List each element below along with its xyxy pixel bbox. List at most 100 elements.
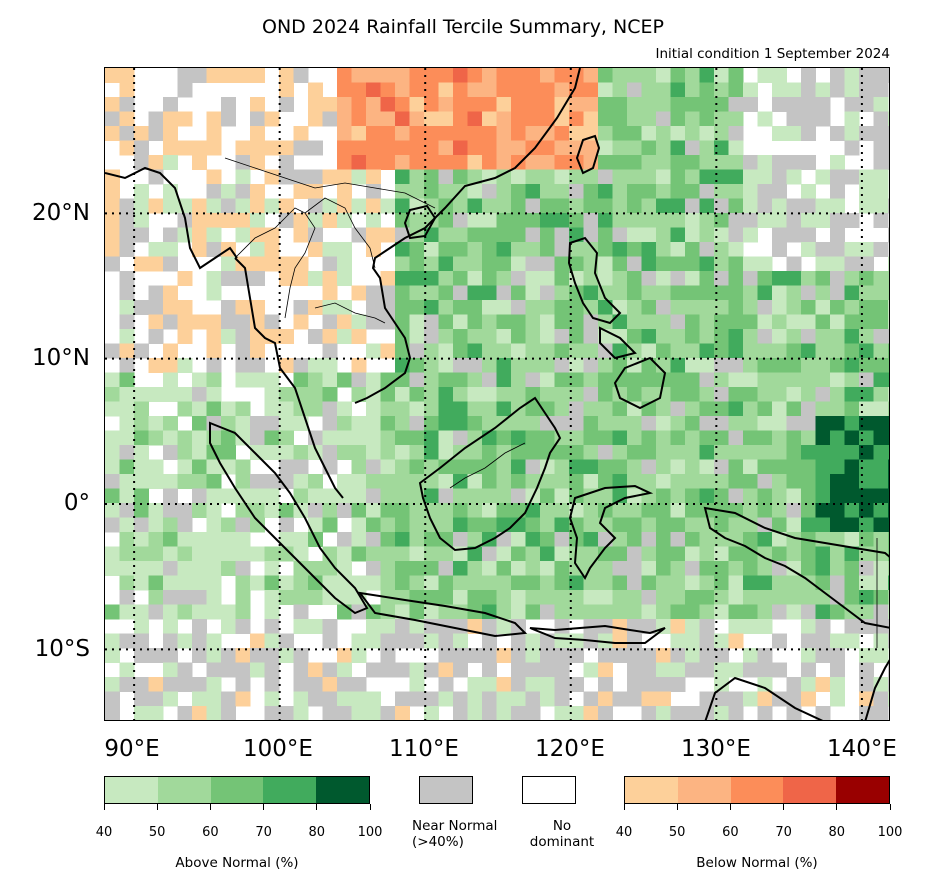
grid-cell (105, 227, 120, 243)
grid-cell (206, 546, 222, 562)
grid-cell (569, 82, 584, 98)
grid-cell (641, 561, 657, 576)
grid-cell (221, 430, 236, 446)
grid-cell (380, 561, 396, 576)
grid-cell (772, 575, 787, 591)
grid-cell (728, 474, 744, 489)
grid-cell (279, 430, 294, 446)
grid-cell (844, 97, 860, 112)
grid-cell (453, 401, 468, 417)
grid-cell (496, 416, 512, 431)
grid-cell (699, 227, 715, 243)
grid-cell (728, 213, 744, 228)
grid-cell (366, 198, 381, 214)
grid-cell (395, 97, 410, 112)
grid-cell (598, 517, 613, 533)
grid-cell (757, 677, 773, 692)
grid-cell (743, 198, 758, 214)
grid-cell (670, 662, 686, 678)
grid-cell (859, 314, 874, 330)
grid-cell (859, 706, 874, 720)
grid-cell (786, 271, 802, 286)
colorbar-segment (677, 777, 731, 803)
grid-cell (728, 285, 744, 301)
grid-cell (670, 300, 686, 315)
grid-cell (540, 97, 555, 112)
grid-cell (496, 213, 512, 228)
grid-cell (366, 372, 381, 388)
grid-cell (583, 517, 599, 533)
grid-cell (801, 488, 816, 504)
grid-cell (453, 343, 468, 359)
grid-cell (264, 648, 280, 663)
grid-cell (177, 532, 193, 547)
grid-cell (569, 314, 584, 330)
grid-cell (859, 169, 874, 185)
grid-cell (482, 198, 497, 214)
grid-cell (308, 111, 323, 127)
grid-cell (772, 184, 787, 199)
grid-cell (859, 198, 874, 214)
grid-cell (685, 372, 700, 388)
grid-cell (627, 68, 642, 83)
grid-cell (772, 416, 787, 431)
grid-cell (830, 227, 845, 243)
grid-cell (641, 677, 657, 692)
grid-cell (119, 140, 135, 156)
grid-cell (656, 546, 671, 562)
grid-cell (685, 604, 700, 620)
grid-cell (119, 213, 135, 228)
grid-cell (337, 82, 352, 98)
grid-cell (554, 140, 570, 156)
grid-cell (337, 97, 352, 112)
grid-cell (844, 401, 860, 417)
grid-cell (888, 372, 889, 388)
colorbar-tick-mark (623, 804, 625, 810)
grid-cell (815, 242, 831, 257)
grid-cell (525, 459, 541, 475)
grid-cell (815, 546, 831, 562)
grid-cell (554, 329, 570, 344)
grid-cell (496, 401, 512, 417)
grid-cell (656, 590, 671, 605)
grid-cell (134, 213, 149, 228)
lon-label-100e: 100°E (243, 736, 313, 762)
grid-cell (148, 358, 164, 373)
border-borneo (449, 442, 526, 489)
grid-cell (844, 126, 860, 141)
grid-cell (279, 213, 294, 228)
grid-cell (438, 488, 454, 504)
grid-cell (540, 314, 555, 330)
grid-cell (569, 68, 584, 83)
grid-cell (612, 416, 628, 431)
grid-cell (482, 575, 497, 591)
grid-cell (859, 590, 874, 605)
grid-cell (757, 488, 773, 504)
grid-cell (511, 561, 526, 576)
grid-cell (351, 677, 367, 692)
grid-cell (801, 387, 816, 402)
grid-cell (598, 372, 613, 388)
grid-cell (453, 488, 468, 504)
grid-cell (627, 459, 642, 475)
grid-cell (511, 285, 526, 301)
grid-cell (670, 459, 686, 475)
grid-cell (105, 503, 120, 518)
grid-cell (467, 503, 483, 518)
colorbar-tick-mark (103, 804, 105, 810)
grid-cell (467, 590, 483, 605)
grid-cell (801, 445, 816, 460)
grid-cell (743, 619, 758, 634)
grid-cell (656, 300, 671, 315)
grid-cell (627, 546, 642, 562)
grid-cell (250, 184, 265, 199)
grid-cell (540, 155, 555, 170)
grid-cell (119, 561, 135, 576)
grid-cell (830, 590, 845, 605)
grid-cell (308, 503, 323, 518)
coastline-taiwan (575, 134, 601, 175)
grid-cell (235, 68, 251, 83)
grid-cell (757, 184, 773, 199)
grid-cell (467, 300, 483, 315)
grid-cell (554, 300, 570, 315)
